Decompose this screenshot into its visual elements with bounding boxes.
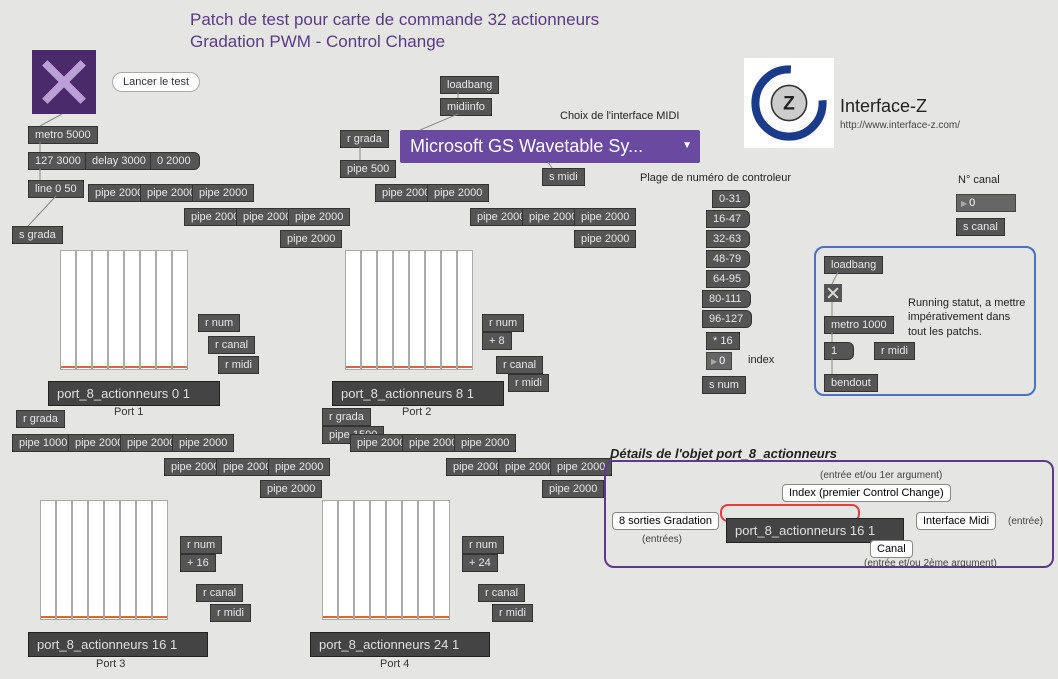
port-bar-3[interactable]: port_8_actionneurs 16 1 (28, 632, 208, 657)
plus-16[interactable]: + 16 (180, 554, 216, 572)
range-1[interactable]: 16-47 (706, 210, 750, 228)
index-num[interactable]: 0 (706, 352, 732, 370)
times-16[interactable]: * 16 (706, 332, 740, 350)
range-0[interactable]: 0-31 (712, 190, 750, 208)
pipe-2000[interactable]: pipe 2000 (268, 458, 330, 476)
launch-label: Lancer le test (112, 72, 200, 92)
s-grada[interactable]: s grada (12, 226, 63, 244)
port1-label: Port 1 (114, 406, 143, 418)
port-bar-1[interactable]: port_8_actionneurs 0 1 (48, 381, 220, 406)
anno-top: (entrée et/ou 1er argument) (820, 470, 942, 481)
pipe-2000[interactable]: pipe 2000 (542, 480, 604, 498)
port-bar-2[interactable]: port_8_actionneurs 8 1 (332, 381, 504, 406)
r-canal-4[interactable]: r canal (478, 584, 525, 602)
metro-5000[interactable]: metro 5000 (28, 126, 98, 144)
pipe-2000[interactable]: pipe 2000 (172, 434, 234, 452)
anno-entrees: (entrées) (642, 534, 682, 545)
range-5[interactable]: 80-111 (702, 290, 751, 308)
r-midi-2[interactable]: r midi (508, 374, 549, 392)
plus-24[interactable]: + 24 (462, 554, 498, 572)
r-canal-3[interactable]: r canal (196, 584, 243, 602)
metro-1000[interactable]: metro 1000 (824, 316, 894, 334)
r-canal-2[interactable]: r canal (496, 356, 543, 374)
pipe-2000[interactable]: pipe 2000 (427, 184, 489, 202)
s-midi[interactable]: s midi (542, 168, 585, 186)
page-title-2: Gradation PWM - Control Change (190, 32, 445, 52)
midi-dropdown[interactable]: Microsoft GS Wavetable Sy... (400, 130, 700, 163)
index-label: index (748, 354, 774, 366)
pipe-500[interactable]: pipe 500 (340, 160, 396, 178)
r-midi-1[interactable]: r midi (218, 356, 259, 374)
channel-num[interactable]: 0 (956, 194, 1016, 212)
anno-iface: Interface Midi (916, 512, 996, 530)
brand-name: Interface-Z (840, 96, 927, 117)
s-num[interactable]: s num (702, 376, 746, 394)
anno-index: Index (premier Control Change) (782, 484, 951, 502)
anno-bottom: (entrée et/ou 2ème argument) (864, 558, 997, 569)
pipe-2000[interactable]: pipe 2000 (288, 208, 350, 226)
delay-3000[interactable]: delay 3000 (85, 152, 153, 170)
port-bar-4[interactable]: port_8_actionneurs 24 1 (310, 632, 490, 657)
pipe-2000[interactable]: pipe 2000 (454, 434, 516, 452)
r-grada-3[interactable]: r grada (16, 410, 65, 428)
loadbang-midi[interactable]: loadbang (440, 76, 499, 94)
brand-url: http://www.interface-z.com/ (840, 120, 960, 131)
running-toggle[interactable] (824, 284, 842, 302)
r-grada-4[interactable]: r grada (322, 408, 371, 426)
svg-text:Z: Z (783, 93, 795, 114)
sliders-port2[interactable] (345, 250, 473, 370)
anno-canal: Canal (870, 540, 913, 558)
line-0-50[interactable]: line 0 50 (28, 180, 84, 198)
r-midi-4[interactable]: r midi (492, 604, 533, 622)
brand-logo: Z (744, 58, 834, 148)
pipe-2000[interactable]: pipe 2000 (550, 458, 612, 476)
channel-header: N° canal (958, 174, 1000, 186)
page-title-1: Patch de test pour carte de commande 32 … (190, 10, 599, 30)
sliders-port3[interactable] (40, 500, 168, 620)
pipe-2000[interactable]: pipe 2000 (574, 208, 636, 226)
port2-label: Port 2 (402, 406, 431, 418)
r-num-2[interactable]: r num (482, 314, 524, 332)
details-title: Détails de l'objet port_8_actionneurs (610, 446, 837, 461)
bendout[interactable]: bendout (824, 374, 878, 392)
pipe-2000[interactable]: pipe 2000 (192, 184, 254, 202)
s-canal[interactable]: s canal (956, 218, 1005, 236)
midi-choice-label: Choix de l'interface MIDI (560, 110, 679, 122)
range-6[interactable]: 96-127 (702, 310, 752, 328)
r-midi-3[interactable]: r midi (210, 604, 251, 622)
sliders-port1[interactable] (60, 250, 188, 370)
msg-0-2000[interactable]: 0 2000 (150, 152, 200, 170)
port3-label: Port 3 (96, 658, 125, 670)
range-3[interactable]: 48-79 (706, 250, 750, 268)
r-canal-1[interactable]: r canal (208, 336, 255, 354)
range-2[interactable]: 32-63 (706, 230, 750, 248)
anno-entree-r: (entrée) (1008, 516, 1043, 527)
plus-8[interactable]: + 8 (482, 332, 512, 350)
pipe-2000[interactable]: pipe 2000 (574, 230, 636, 248)
launch-toggle[interactable] (32, 50, 96, 114)
r-num-1[interactable]: r num (198, 314, 240, 332)
r-num-4[interactable]: r num (462, 536, 504, 554)
anno-8sorties: 8 sorties Gradation (612, 512, 719, 530)
r-midi-run[interactable]: r midi (874, 342, 915, 360)
r-grada-2[interactable]: r grada (340, 130, 389, 148)
sliders-port4[interactable] (322, 500, 450, 620)
range-header: Plage de numéro de controleur (640, 172, 791, 184)
pipe-1000[interactable]: pipe 1000 (12, 434, 74, 452)
running-loadbang[interactable]: loadbang (824, 256, 883, 274)
running-text: Running statut, a mettre impérativement … (908, 296, 1028, 339)
pipe-2000[interactable]: pipe 2000 (280, 230, 342, 248)
msg-127-3000[interactable]: 127 3000 (28, 152, 90, 170)
pipe-2000[interactable]: pipe 2000 (260, 480, 322, 498)
range-4[interactable]: 64-95 (706, 270, 750, 288)
port4-label: Port 4 (380, 658, 409, 670)
r-num-3[interactable]: r num (180, 536, 222, 554)
msg-1[interactable]: 1 (824, 342, 854, 360)
midiinfo[interactable]: midiinfo (440, 98, 492, 116)
